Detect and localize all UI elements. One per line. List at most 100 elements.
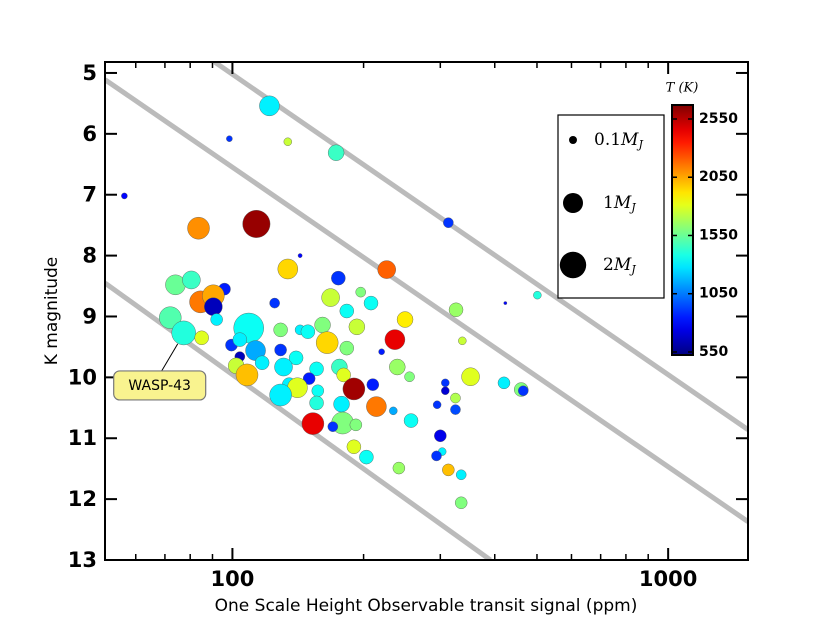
planet-point [277,258,299,280]
y-axis-label: K magnitude [42,257,62,366]
planet-point [443,217,454,228]
planet-point [187,216,210,240]
colorbar-tick-label: 1550 [699,227,738,243]
colorbar-tick-label: 1050 [699,286,738,302]
planet-point [336,367,351,383]
planet-point [518,385,529,396]
planet-point [269,297,280,309]
y-tick-label: 12 [68,487,97,511]
reference-line [105,77,748,524]
planet-point [339,340,354,356]
planet-point [274,343,287,357]
planet-point [327,421,339,432]
planet-point [346,439,362,454]
planet-point [254,355,270,370]
planet-point [232,332,248,347]
planet-point [204,297,223,316]
planet-point [235,363,259,387]
planet-point [458,336,467,346]
planet-point [378,348,385,356]
planet-point [441,378,450,388]
colorbar-tick-label: 2550 [699,111,738,127]
legend-label: 0.1MJ [594,130,643,152]
planet-point [384,329,406,350]
planet-point [321,288,340,307]
planet-point [226,135,233,142]
planet-point [342,377,366,401]
planet-point [301,412,325,435]
planet-point [288,350,304,366]
planet-point [331,270,346,286]
reference-line [213,62,748,432]
planet-point [300,324,316,339]
planet-point [210,313,223,326]
reference-line [105,280,492,560]
planet-point [454,496,468,509]
y-tick-label: 6 [82,122,97,146]
planet-point [377,260,396,279]
planet-point [314,316,331,334]
plot-frame [104,61,749,561]
planet-point [182,270,201,290]
y-tick-label: 5 [82,61,97,85]
legend-marker [563,193,583,213]
planet-point [327,144,345,161]
y-tick-label: 13 [68,548,97,572]
planet-point [366,378,380,391]
planet-point [403,413,419,428]
colorbar-tick-label: 2050 [699,169,738,185]
plot-area [105,62,748,560]
legend-marker [569,136,577,144]
x-axis-label: One Scale Height Observable transit sign… [215,596,638,616]
planet-point [349,418,363,432]
planet-point [441,386,450,395]
planet-point [302,372,316,385]
planet-point [339,303,354,319]
planet-point [259,95,280,117]
planet-point [309,361,324,377]
y-tick-label: 10 [68,365,97,389]
y-tick-label: 9 [82,304,97,328]
colorbar-tick-label: 550 [699,344,728,360]
planet-point [389,358,406,376]
colorbar [671,104,694,356]
planet-point [274,357,293,377]
annotation-arrow [161,343,179,372]
x-tick-label: 1000 [639,567,697,591]
planet-point [333,395,350,413]
planet-point [363,295,379,311]
planet-point [450,392,461,404]
planet-point [434,429,447,443]
planet-point [392,461,406,475]
y-tick-label: 11 [68,426,97,450]
planet-point [503,301,508,305]
annotation-text: WASP-43 [128,378,191,394]
y-tick-label: 7 [82,183,97,207]
planet-point [159,306,182,329]
legend-marker [559,251,587,279]
planet-point [432,400,442,409]
planet-point [497,376,511,390]
planet-point [404,371,415,382]
y-tick-label: 8 [82,244,97,268]
colorbar-label: T (K) [666,81,699,96]
planet-point [121,192,128,200]
planet-point [315,331,339,354]
planet-point [242,210,271,238]
annotation-box [113,370,207,401]
planet-point [311,384,324,397]
x-tick-label: 100 [210,567,254,591]
planet-point [283,137,292,146]
planet-point [273,322,288,338]
planet-point [366,396,387,417]
planet-point [359,449,374,465]
legend-label: 2MJ [603,255,636,277]
planet-point [448,302,464,317]
planet-point [194,330,209,345]
planet-point [431,450,442,462]
planet-point [355,286,366,298]
planet-point [461,367,480,386]
planet-point [442,463,455,477]
planet-point [348,318,366,336]
